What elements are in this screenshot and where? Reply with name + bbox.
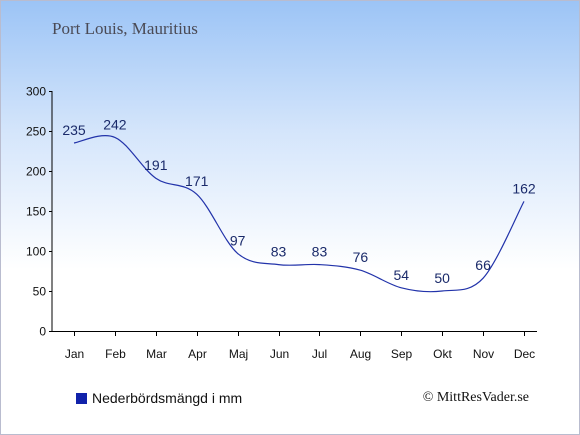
- y-tick-label: 50: [33, 285, 47, 299]
- legend: Nederbördsmängd i mm: [76, 390, 242, 406]
- data-label: 191: [144, 157, 168, 173]
- y-tick-label: 200: [26, 165, 46, 179]
- x-tick-label: Jan: [65, 347, 84, 361]
- y-tick-label: 100: [26, 245, 46, 259]
- legend-swatch: [76, 392, 87, 404]
- series-line: [73, 135, 525, 293]
- y-tick-label: 300: [26, 85, 46, 99]
- x-tick-label: Mar: [146, 347, 167, 361]
- data-label: 171: [185, 173, 209, 189]
- x-tick-label: Nov: [473, 347, 494, 361]
- x-tick-label: Jun: [270, 347, 289, 361]
- x-tick-label: Dec: [514, 347, 535, 361]
- data-label: 50: [434, 270, 450, 286]
- data-label: 162: [512, 180, 536, 196]
- x-tick-label: Apr: [188, 347, 207, 361]
- chart-title: Port Louis, Mauritius: [52, 19, 198, 38]
- data-label: 66: [475, 257, 491, 273]
- y-tick-label: 150: [26, 205, 46, 219]
- x-tick-label: Maj: [229, 347, 248, 361]
- data-label: 235: [62, 122, 86, 138]
- x-tick-label: Aug: [350, 347, 371, 361]
- y-tick-label: 0: [39, 325, 46, 339]
- data-label: 242: [103, 116, 127, 132]
- data-label: 54: [393, 267, 409, 283]
- data-label: 83: [271, 244, 287, 260]
- y-tick-label: 250: [26, 125, 46, 139]
- x-tick-label: Okt: [433, 347, 452, 361]
- x-tick-label: Feb: [105, 347, 126, 361]
- data-label: 83: [312, 244, 328, 260]
- data-label: 97: [230, 232, 246, 248]
- x-tick-label: Sep: [391, 347, 413, 361]
- x-tick-label: Jul: [312, 347, 327, 361]
- data-label: 76: [353, 249, 369, 265]
- credit-text: © MittResVader.se: [422, 390, 529, 405]
- legend-label: Nederbördsmängd i mm: [92, 390, 243, 406]
